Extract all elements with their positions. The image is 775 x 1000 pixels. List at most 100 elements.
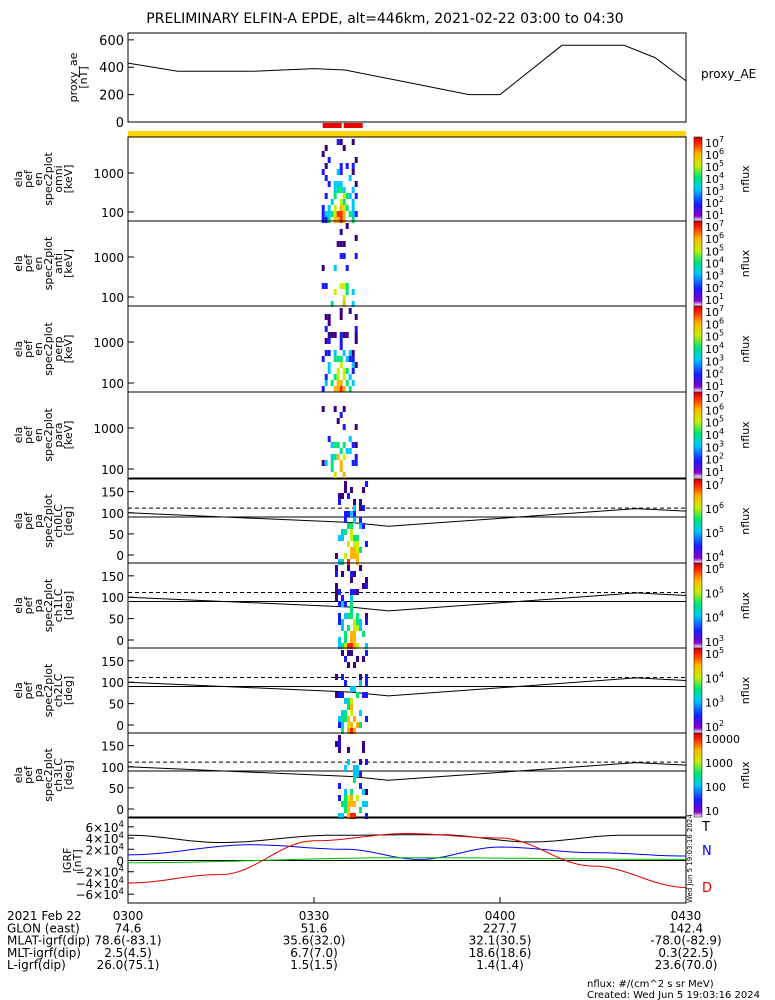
xrow-label: MLT-igrf(dip) [7, 946, 81, 960]
heat-cell [338, 747, 341, 753]
heat-cell [342, 217, 346, 223]
energy-cbar-tick: 101 [705, 292, 724, 307]
heat-cell [353, 631, 356, 637]
heat-cell [333, 211, 337, 217]
heat-cell [356, 553, 359, 559]
heat-cell [342, 145, 346, 151]
heat-cell [336, 356, 340, 362]
heat-cell [339, 205, 343, 211]
heat-cell [339, 344, 343, 350]
heat-cell [341, 716, 344, 722]
pa-cbar-unit-text: nflux [739, 507, 752, 535]
heat-cell [335, 583, 338, 589]
heat-cell [339, 187, 343, 193]
heat-cell [353, 541, 356, 547]
heat-cell [339, 356, 343, 362]
heat-cell [353, 801, 356, 807]
heat-cell [359, 680, 362, 686]
heat-cell [342, 374, 346, 380]
heat-cell [341, 692, 344, 698]
heat-cell [333, 332, 337, 338]
energy-ytick-label: 100 [101, 291, 124, 305]
heat-cell [351, 199, 355, 205]
pa-ylabel-line: pef [22, 511, 35, 530]
pa-ylabel-line: spec2plot [42, 578, 55, 632]
pa-ylabel-line: spec2plot [42, 748, 55, 802]
heat-cell [330, 211, 334, 217]
heat-cell [348, 374, 352, 380]
heat-cell [339, 466, 343, 472]
pa-cbar-unit: nflux [739, 676, 752, 704]
pa-cbar-tick: 10 [705, 805, 719, 818]
heat-cell [324, 338, 328, 344]
heat-cell [327, 314, 331, 320]
heat-cell [351, 350, 355, 356]
heat-cell [324, 175, 328, 181]
heat-cell [341, 650, 344, 656]
heat-cell [345, 265, 349, 271]
heat-cell [353, 728, 356, 734]
energy-ylabel-line: ela [12, 255, 25, 272]
pa-ylabel-line: pa [32, 768, 45, 782]
heat-cell [339, 338, 343, 344]
energy-spec-pixels [321, 406, 358, 478]
pa-ylabel-line: pef [22, 681, 35, 700]
energy-panel-frame [127, 305, 687, 393]
heat-cell [347, 559, 350, 565]
energy-cbar-tick: 106 [705, 231, 724, 246]
energy-spec-pixels [321, 308, 358, 392]
heat-cell [324, 314, 328, 320]
heat-cell [344, 680, 347, 686]
energy-cbar-tick: 103 [705, 268, 724, 283]
heat-cell [354, 424, 358, 430]
energy-ylabel-line: ela [12, 171, 25, 188]
pa-cbar-unit: nflux [739, 591, 752, 619]
igrf-series-line [127, 844, 686, 860]
heat-cell [359, 710, 362, 716]
heat-cell [321, 205, 325, 211]
pa-cbar-tick: 105 [705, 585, 724, 600]
heat-cell [353, 553, 356, 559]
heat-cell [336, 368, 340, 374]
heat-cell [338, 716, 341, 722]
heat-cell [327, 332, 331, 338]
heat-cell [339, 314, 343, 320]
heat-cell [342, 472, 346, 478]
heat-cell [336, 454, 340, 460]
energy-ylabel-line: spec2plot [42, 236, 55, 290]
heat-cell [333, 386, 337, 392]
heat-cell [321, 356, 325, 362]
heat-cell [338, 559, 341, 565]
pa-ylabel-line: pa [32, 514, 45, 528]
heat-cell [356, 771, 359, 777]
pa-cbar-tick: 104 [705, 670, 724, 685]
heat-cell [353, 813, 356, 819]
heat-cell [348, 356, 352, 362]
heat-cell [345, 193, 349, 199]
heat-cell [341, 535, 344, 541]
heat-cell [336, 241, 340, 247]
pa-panel-frame [127, 732, 687, 818]
energy-cbar-tick: 105 [705, 415, 724, 430]
heat-cell [338, 692, 341, 698]
xrow-value: 0300 [113, 909, 144, 923]
heat-cell [336, 386, 340, 392]
ae-ylabel: proxy_ae[nT] [67, 52, 90, 102]
heat-cell [338, 619, 341, 625]
heat-cell [342, 406, 346, 412]
pa-losscone-line [127, 508, 687, 527]
xrow-value: 26.0(75.1) [97, 958, 160, 972]
heat-cell [330, 454, 334, 460]
pa-cbar-tick: 106 [705, 501, 724, 516]
pa-colorbar [693, 647, 703, 734]
heat-cell [365, 643, 368, 649]
energy-panel-frame [127, 391, 687, 479]
heat-cell [335, 674, 338, 680]
ae-frame [127, 32, 687, 123]
energy-panel-frame [127, 220, 687, 307]
energy-ylabel-line: en [32, 172, 45, 186]
xrow-value: -78.0(-82.9) [650, 934, 721, 948]
heat-cell [347, 747, 350, 753]
